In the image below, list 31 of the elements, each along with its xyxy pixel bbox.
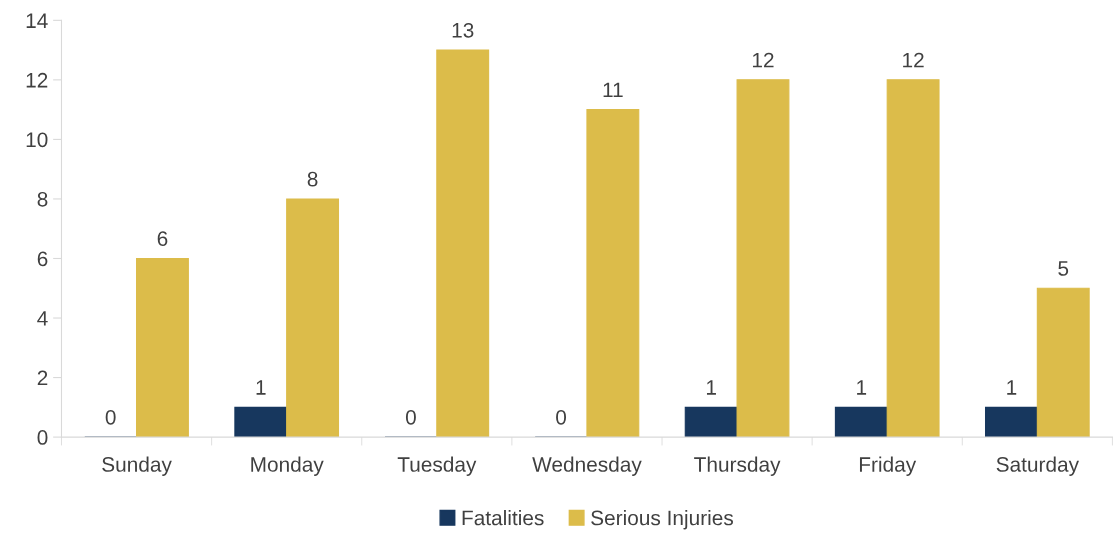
legend-label: Serious Injuries — [591, 510, 734, 530]
data-label: 0 — [405, 409, 416, 425]
x-tick-label: Wednesday — [532, 456, 642, 476]
data-label: 5 — [1058, 261, 1069, 276]
y-tick-label: 4 — [37, 311, 48, 326]
data-label: 1 — [1007, 380, 1017, 395]
y-tick-label: 12 — [26, 72, 48, 88]
y-tick-label: 10 — [26, 132, 48, 148]
data-label: 13 — [452, 22, 474, 38]
x-tick-label: Tuesday — [397, 456, 477, 476]
y-tick-label: 8 — [37, 191, 48, 207]
data-label: 1 — [256, 380, 266, 395]
y-tick-label: 6 — [37, 251, 48, 267]
x-tick-label: Friday — [859, 456, 917, 476]
legend-label: Fatalities — [462, 510, 544, 526]
data-label: 12 — [903, 52, 924, 68]
x-tick-label: Thursday — [694, 456, 781, 476]
data-label: 6 — [157, 231, 168, 247]
x-tick-label: Sunday — [102, 456, 172, 476]
x-tick-label: Monday — [251, 456, 324, 476]
data-label: 0 — [105, 409, 116, 425]
data-label: 1 — [706, 380, 716, 395]
y-tick-label: 14 — [26, 13, 48, 28]
y-tick-label: 0 — [37, 430, 48, 445]
data-label: 8 — [307, 171, 318, 187]
x-tick-label: Saturday — [996, 456, 1079, 476]
data-label: 0 — [556, 409, 567, 425]
data-label: 11 — [603, 82, 623, 97]
data-label: 12 — [752, 52, 774, 68]
y-tick-label: 2 — [37, 370, 48, 386]
data-label: 1 — [857, 380, 867, 395]
